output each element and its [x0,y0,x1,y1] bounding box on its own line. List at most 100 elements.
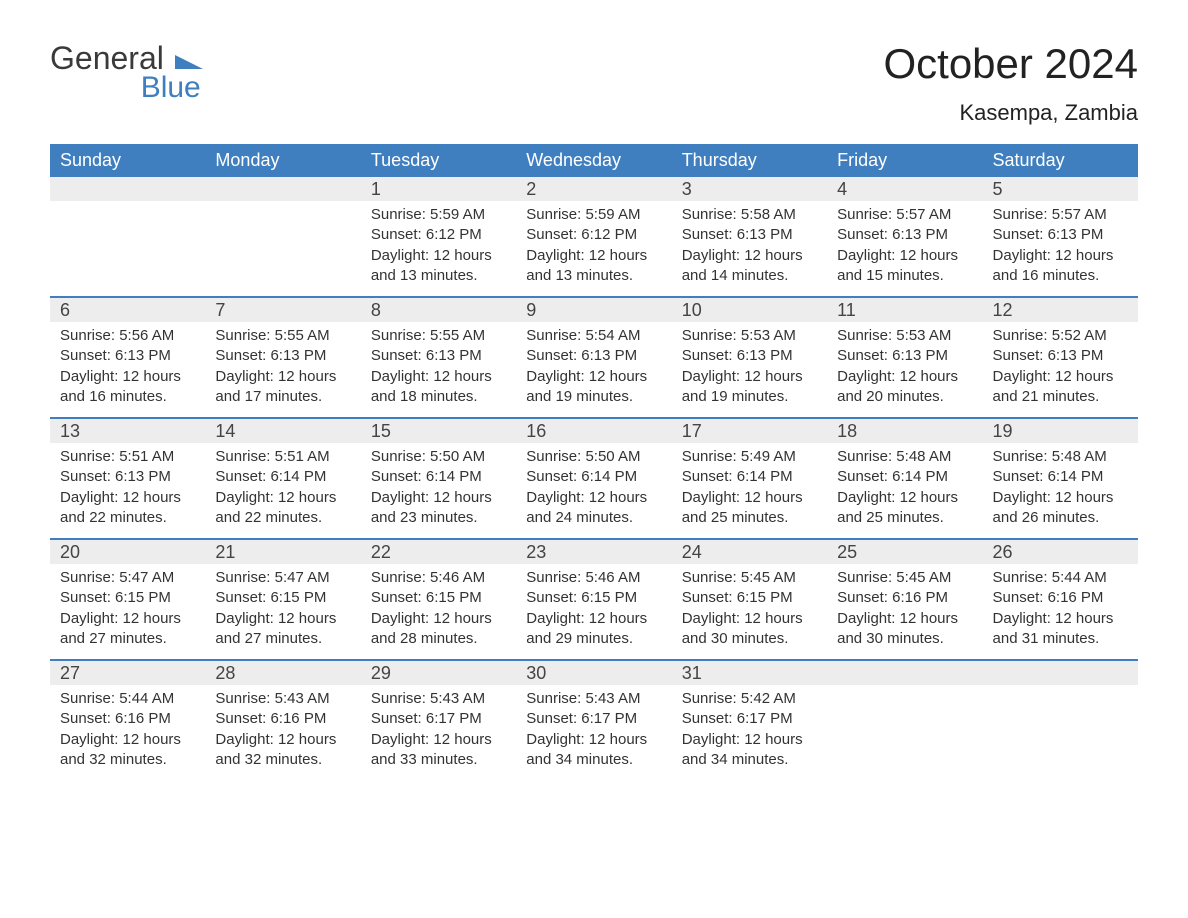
calendar-day-cell: 28Sunrise: 5:43 AMSunset: 6:16 PMDayligh… [205,661,360,780]
sunset-line: Sunset: 6:13 PM [60,346,195,366]
calendar-day-cell [827,661,982,780]
calendar-day-cell: 15Sunrise: 5:50 AMSunset: 6:14 PMDayligh… [361,419,516,538]
sunset-line: Sunset: 6:15 PM [526,588,661,608]
day-number: 20 [50,540,205,564]
day-content: Sunrise: 5:57 AMSunset: 6:13 PMDaylight:… [827,201,982,296]
calendar-day-cell: 10Sunrise: 5:53 AMSunset: 6:13 PMDayligh… [672,298,827,417]
day-content: Sunrise: 5:50 AMSunset: 6:14 PMDaylight:… [516,443,671,538]
calendar-week: 20Sunrise: 5:47 AMSunset: 6:15 PMDayligh… [50,538,1138,659]
calendar-day-cell: 26Sunrise: 5:44 AMSunset: 6:16 PMDayligh… [983,540,1138,659]
sunrise-line: Sunrise: 5:49 AM [682,447,817,467]
daylight-line: Daylight: 12 hours and 16 minutes. [993,246,1128,287]
calendar-week: 13Sunrise: 5:51 AMSunset: 6:13 PMDayligh… [50,417,1138,538]
daylight-line: Daylight: 12 hours and 18 minutes. [371,367,506,408]
sunrise-line: Sunrise: 5:45 AM [682,568,817,588]
sunrise-line: Sunrise: 5:54 AM [526,326,661,346]
sunset-line: Sunset: 6:14 PM [215,467,350,487]
calendar-day-cell: 8Sunrise: 5:55 AMSunset: 6:13 PMDaylight… [361,298,516,417]
day-number: 8 [361,298,516,322]
daylight-line: Daylight: 12 hours and 28 minutes. [371,609,506,650]
day-content: Sunrise: 5:43 AMSunset: 6:17 PMDaylight:… [361,685,516,780]
daylight-line: Daylight: 12 hours and 19 minutes. [526,367,661,408]
day-content: Sunrise: 5:49 AMSunset: 6:14 PMDaylight:… [672,443,827,538]
weekday-header: Monday [205,144,360,177]
calendar-day-cell: 1Sunrise: 5:59 AMSunset: 6:12 PMDaylight… [361,177,516,296]
weekday-header: Thursday [672,144,827,177]
sunrise-line: Sunrise: 5:53 AM [682,326,817,346]
day-content: Sunrise: 5:52 AMSunset: 6:13 PMDaylight:… [983,322,1138,417]
weekday-header: Wednesday [516,144,671,177]
sunset-line: Sunset: 6:14 PM [371,467,506,487]
sunrise-line: Sunrise: 5:50 AM [371,447,506,467]
daylight-line: Daylight: 12 hours and 31 minutes. [993,609,1128,650]
sunset-line: Sunset: 6:13 PM [993,225,1128,245]
daylight-line: Daylight: 12 hours and 22 minutes. [215,488,350,529]
sunset-line: Sunset: 6:17 PM [526,709,661,729]
day-number: 28 [205,661,360,685]
day-number: 26 [983,540,1138,564]
day-content: Sunrise: 5:46 AMSunset: 6:15 PMDaylight:… [516,564,671,659]
day-content: Sunrise: 5:44 AMSunset: 6:16 PMDaylight:… [50,685,205,780]
calendar-day-cell: 31Sunrise: 5:42 AMSunset: 6:17 PMDayligh… [672,661,827,780]
sunset-line: Sunset: 6:13 PM [682,346,817,366]
day-number [50,177,205,201]
daylight-line: Daylight: 12 hours and 29 minutes. [526,609,661,650]
calendar-day-cell: 25Sunrise: 5:45 AMSunset: 6:16 PMDayligh… [827,540,982,659]
sunrise-line: Sunrise: 5:59 AM [526,205,661,225]
day-number: 9 [516,298,671,322]
calendar-day-cell: 19Sunrise: 5:48 AMSunset: 6:14 PMDayligh… [983,419,1138,538]
sunset-line: Sunset: 6:15 PM [682,588,817,608]
day-number: 14 [205,419,360,443]
day-number: 17 [672,419,827,443]
weekday-header: Saturday [983,144,1138,177]
daylight-line: Daylight: 12 hours and 27 minutes. [60,609,195,650]
sunset-line: Sunset: 6:14 PM [526,467,661,487]
day-number: 16 [516,419,671,443]
day-content: Sunrise: 5:53 AMSunset: 6:13 PMDaylight:… [827,322,982,417]
calendar-day-cell: 23Sunrise: 5:46 AMSunset: 6:15 PMDayligh… [516,540,671,659]
sunrise-line: Sunrise: 5:48 AM [837,447,972,467]
sunrise-line: Sunrise: 5:57 AM [993,205,1128,225]
calendar-day-cell: 30Sunrise: 5:43 AMSunset: 6:17 PMDayligh… [516,661,671,780]
weekday-header: Sunday [50,144,205,177]
sunset-line: Sunset: 6:17 PM [371,709,506,729]
day-number: 3 [672,177,827,201]
day-number: 11 [827,298,982,322]
daylight-line: Daylight: 12 hours and 27 minutes. [215,609,350,650]
calendar-day-cell: 17Sunrise: 5:49 AMSunset: 6:14 PMDayligh… [672,419,827,538]
day-content: Sunrise: 5:56 AMSunset: 6:13 PMDaylight:… [50,322,205,417]
daylight-line: Daylight: 12 hours and 16 minutes. [60,367,195,408]
sunset-line: Sunset: 6:12 PM [371,225,506,245]
daylight-line: Daylight: 12 hours and 32 minutes. [215,730,350,771]
sunset-line: Sunset: 6:12 PM [526,225,661,245]
logo: General Blue [50,40,203,105]
calendar-day-cell [50,177,205,296]
daylight-line: Daylight: 12 hours and 20 minutes. [837,367,972,408]
daylight-line: Daylight: 12 hours and 21 minutes. [993,367,1128,408]
day-content: Sunrise: 5:55 AMSunset: 6:13 PMDaylight:… [361,322,516,417]
daylight-line: Daylight: 12 hours and 32 minutes. [60,730,195,771]
sunset-line: Sunset: 6:13 PM [682,225,817,245]
day-number [827,661,982,685]
sunset-line: Sunset: 6:16 PM [993,588,1128,608]
sunrise-line: Sunrise: 5:53 AM [837,326,972,346]
sunrise-line: Sunrise: 5:58 AM [682,205,817,225]
day-number: 30 [516,661,671,685]
weekday-header: Friday [827,144,982,177]
day-content: Sunrise: 5:43 AMSunset: 6:16 PMDaylight:… [205,685,360,780]
day-number: 7 [205,298,360,322]
sunset-line: Sunset: 6:17 PM [682,709,817,729]
weekday-header-row: Sunday Monday Tuesday Wednesday Thursday… [50,144,1138,177]
location-label: Kasempa, Zambia [883,100,1138,126]
calendar-day-cell: 24Sunrise: 5:45 AMSunset: 6:15 PMDayligh… [672,540,827,659]
calendar-day-cell: 12Sunrise: 5:52 AMSunset: 6:13 PMDayligh… [983,298,1138,417]
day-content: Sunrise: 5:48 AMSunset: 6:14 PMDaylight:… [827,443,982,538]
calendar-day-cell: 9Sunrise: 5:54 AMSunset: 6:13 PMDaylight… [516,298,671,417]
day-content: Sunrise: 5:47 AMSunset: 6:15 PMDaylight:… [50,564,205,659]
daylight-line: Daylight: 12 hours and 15 minutes. [837,246,972,287]
sunset-line: Sunset: 6:13 PM [993,346,1128,366]
day-content: Sunrise: 5:50 AMSunset: 6:14 PMDaylight:… [361,443,516,538]
calendar-week: 1Sunrise: 5:59 AMSunset: 6:12 PMDaylight… [50,177,1138,296]
sunrise-line: Sunrise: 5:51 AM [60,447,195,467]
daylight-line: Daylight: 12 hours and 34 minutes. [682,730,817,771]
